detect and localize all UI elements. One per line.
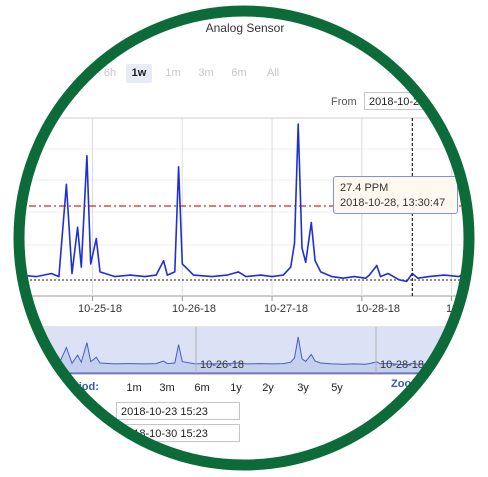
data-point-18 [174,271,176,273]
data-point-8 [86,155,88,157]
period-button-6m[interactable]: 6m [194,382,210,394]
data-point-42 [376,264,378,267]
start-date-input[interactable]: 2018-10-23 15:23 [116,402,240,420]
data-point-6 [77,226,79,228]
data-point-27 [271,276,273,278]
data-point-9 [90,263,92,265]
data-point-3 [58,276,60,278]
data-point-52 [465,271,468,273]
data-point-43 [379,276,382,278]
data-point-46 [406,280,408,282]
period-button-3m[interactable]: 3m [159,382,175,394]
period-label: Period: [61,381,99,393]
x-tick-label: 10-27-18 [264,303,309,315]
data-point-12 [114,276,116,278]
x-tick-label: 10-2 [446,303,469,315]
data-point-34 [310,222,312,224]
period-button-1y[interactable]: 1y [230,382,242,394]
data-point-41 [368,274,370,276]
data-point-23 [226,274,228,276]
zoom-label: Zoom [391,378,421,390]
data-point-30 [293,242,296,244]
navigator-tick-label: 10-26-18 [200,359,245,371]
data-point-32 [301,247,303,249]
data-point-50 [443,274,445,276]
data-point-2 [50,272,53,275]
data-point-38 [342,277,344,279]
period-button-1m[interactable]: 1m [126,382,142,394]
tooltip-timestamp: 2018-10-28, 13:30:47 [340,197,446,209]
data-point-26 [260,274,262,276]
data-point-14 [144,276,146,278]
data-point-33 [305,261,307,263]
data-point-44 [387,272,389,275]
data-point-25 [245,276,247,278]
data-point-0 [17,274,19,276]
data-point-21 [192,274,195,276]
zoom-radio[interactable] [396,396,405,405]
data-point-16 [163,260,165,262]
data-point-15 [155,274,157,276]
period-button-5y[interactable]: 5y [331,382,343,394]
period-button-2y[interactable]: 2y [262,382,274,394]
data-point-28 [282,274,284,276]
tooltip-value: 27.4 PPM [340,182,389,194]
data-point-36 [320,271,322,273]
data-point-45 [398,279,400,281]
data-point-20 [181,263,183,265]
x-tick-label: 10-25-18 [78,303,123,315]
data-point-24 [237,271,239,273]
data-point-39 [353,276,355,278]
data-point-48 [417,277,419,279]
data-point-1 [35,276,38,278]
data-point-40 [364,277,367,279]
data-point-13 [129,274,131,276]
data-point-51 [458,276,460,278]
data-point-5 [71,272,73,275]
data-point-10 [95,237,97,240]
data-point-22 [211,276,213,278]
data-point-11 [99,271,101,273]
period-button-3y[interactable]: 3y [297,382,309,394]
data-point-35 [314,260,316,262]
data-point-17 [166,274,168,276]
data-point-4 [65,183,67,185]
end-date-input[interactable]: 2018-10-30 15:23 [116,424,240,442]
data-point-37 [331,276,333,278]
x-tick-label: 10-26-18 [172,303,217,315]
data-point-49 [428,276,430,278]
data-point-29 [290,266,292,268]
data-point-31 [297,123,299,125]
navigator-tick-label: 10-28-18 [380,359,425,371]
x-tick-label: 10-28-18 [356,303,401,315]
data-point-7 [80,266,82,268]
data-point-19 [178,166,180,168]
data-tooltip: 27.4 PPM 2018-10-28, 13:30:47 [333,176,458,214]
